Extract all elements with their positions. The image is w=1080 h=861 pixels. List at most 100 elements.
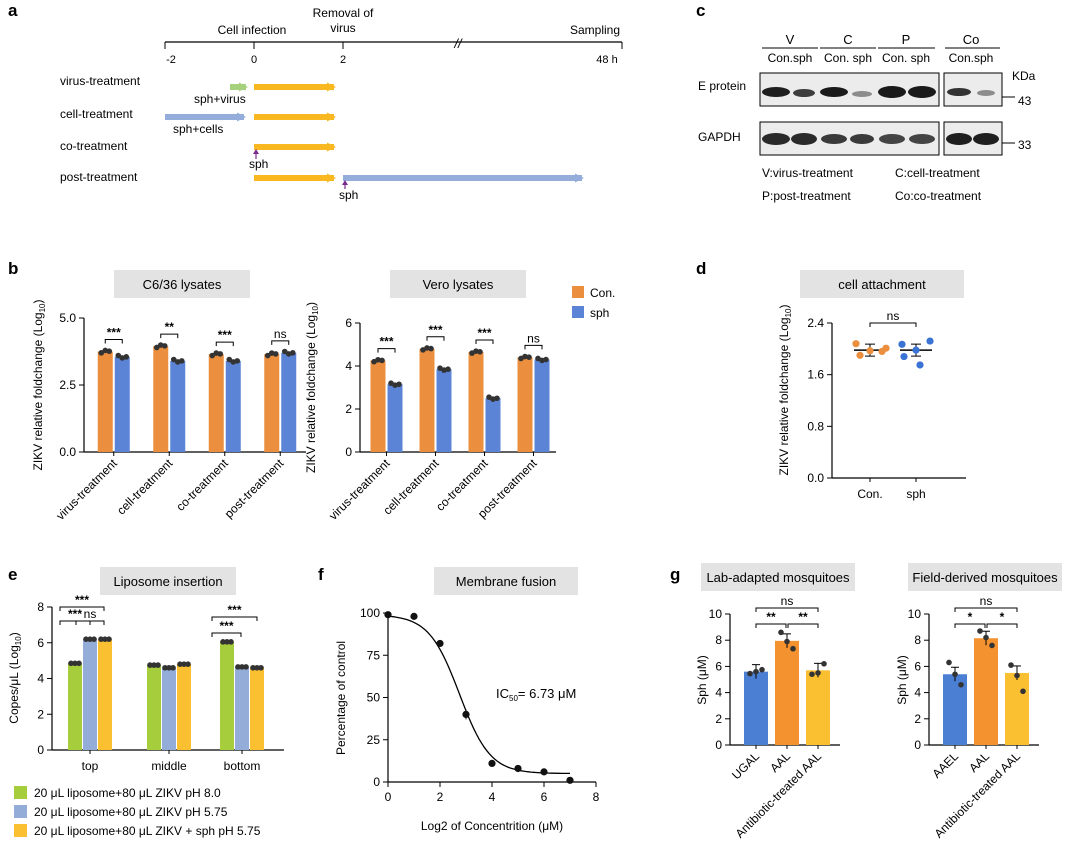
y-tick-label: 0 [373, 775, 380, 789]
data-point [170, 664, 176, 671]
data-point [989, 642, 995, 649]
x-tick-label: virus-treatment [326, 456, 393, 523]
panel-a-letter: a [8, 1, 18, 20]
band [946, 133, 972, 145]
x-tick-label: AAL [966, 749, 992, 775]
x-tick-label: virus-treatment [53, 456, 120, 523]
sig-bracket [160, 333, 179, 339]
label-cell-infection: Cell infection [218, 23, 287, 37]
y-tick-label: 2 [37, 707, 44, 721]
data-point [540, 768, 548, 776]
chart-cell-attachment: cell attachment ZIKV relative foldchange … [777, 270, 966, 501]
legend-line: C:cell-treatment [895, 166, 980, 180]
y-tick-label: 6 [715, 659, 722, 673]
label-removal-2: virus [330, 21, 355, 35]
bar-sph [485, 398, 501, 452]
sig-label: *** [107, 326, 121, 340]
data-point [379, 357, 385, 364]
y-tick-label: 1.6 [807, 368, 824, 382]
x-tick-label: 0 [385, 790, 392, 804]
y-tick-label: 10 [709, 607, 723, 621]
band [878, 86, 906, 98]
sig-label: ** [766, 610, 776, 624]
data-point [958, 681, 964, 688]
data-point [220, 639, 226, 645]
data-point [856, 351, 864, 359]
y-axis-label: ZIKV relative foldchange (Log10) [777, 305, 793, 476]
band [947, 88, 971, 96]
group-label: V [786, 32, 795, 47]
legend-sph: sph [590, 306, 609, 320]
data-point [445, 366, 451, 373]
row-label-post-treatment: post-treatment [60, 170, 138, 184]
purple-indicator-head [342, 180, 348, 185]
band [793, 89, 815, 97]
sig-bracket [475, 339, 494, 345]
sig-label: ** [165, 320, 175, 334]
title-box [390, 270, 526, 298]
sig-label: * [968, 610, 973, 624]
data-point [123, 354, 130, 360]
bar-con [97, 351, 113, 452]
legend-entry: 20 μL liposome+80 μL ZIKV pH 5.75 [34, 805, 228, 819]
data-point [882, 344, 890, 352]
legend-line: Co:co-treatment [895, 189, 982, 203]
bar [220, 641, 234, 750]
bar [162, 667, 176, 750]
bar [775, 640, 799, 745]
data-point [161, 343, 168, 349]
legend-entry: 20 μL liposome+80 μL ZIKV pH 8.0 [34, 786, 221, 800]
panel-f: f Membrane fusion Percentage of control 0 2… [318, 565, 600, 833]
data-point [488, 759, 496, 768]
y-tick-label: 8 [914, 633, 921, 647]
sig-bracket [755, 623, 787, 628]
chart-c636: C6/36 lysates ZIKV relative foldchange (L… [31, 270, 306, 523]
fit-curve [387, 615, 570, 775]
bar-sph [225, 360, 241, 452]
legend-entry: 20 μL liposome+80 μL ZIKV + sph pH 5.75 [34, 824, 261, 838]
legend-swatch-sph [572, 306, 584, 318]
band [973, 133, 999, 145]
chart-field-derived: Field-derived mosquitoes Sph (μM) 0 2 4 6 8 10 A… [895, 563, 1062, 841]
data-point [239, 664, 245, 670]
data-point [926, 337, 934, 345]
bar-sph [114, 356, 130, 452]
bar-con [468, 352, 484, 452]
x-tick-label: post-treatment [222, 456, 287, 521]
bar-con [419, 348, 435, 452]
sig-bracket [755, 607, 819, 612]
bar-con [517, 357, 533, 452]
legend-swatch [14, 805, 27, 818]
legend-swatch [14, 786, 27, 799]
data-point [410, 612, 418, 620]
bar-sph [281, 352, 297, 452]
panel-a: a -2 0 2 48 h Cell infection Removal of … [8, 1, 623, 202]
purple-indicator-head [253, 149, 259, 154]
y-tick-label: 10 [908, 607, 922, 621]
row-label-gapdh: GAPDH [698, 130, 741, 144]
y-tick-label: 50 [367, 691, 381, 705]
bar [974, 638, 998, 745]
data-point [815, 670, 821, 676]
panel-d: d cell attachment ZIKV relative foldchang… [696, 259, 966, 501]
data-point [784, 638, 790, 645]
title-box [434, 567, 578, 595]
data-point [436, 639, 444, 648]
title-box [114, 270, 250, 298]
chart-title: Vero lysates [423, 277, 494, 292]
tick-label: 48 h [596, 54, 617, 66]
chart-membrane-fusion: Membrane fusion Percentage of control 0 25 5… [334, 567, 600, 833]
data-point [753, 668, 759, 675]
bar [98, 639, 112, 750]
y-tick-label: 4 [715, 686, 722, 700]
chart-title: cell attachment [838, 277, 926, 292]
sig-label: * [1000, 610, 1005, 624]
blot-gapdh [759, 121, 1003, 156]
data-point [217, 351, 224, 357]
data-point [477, 349, 483, 355]
band [762, 133, 790, 145]
bar-sph [534, 359, 550, 452]
panel-g-letter: g [670, 565, 680, 584]
row-label-co-treatment: co-treatment [60, 139, 128, 153]
data-point [228, 639, 234, 645]
